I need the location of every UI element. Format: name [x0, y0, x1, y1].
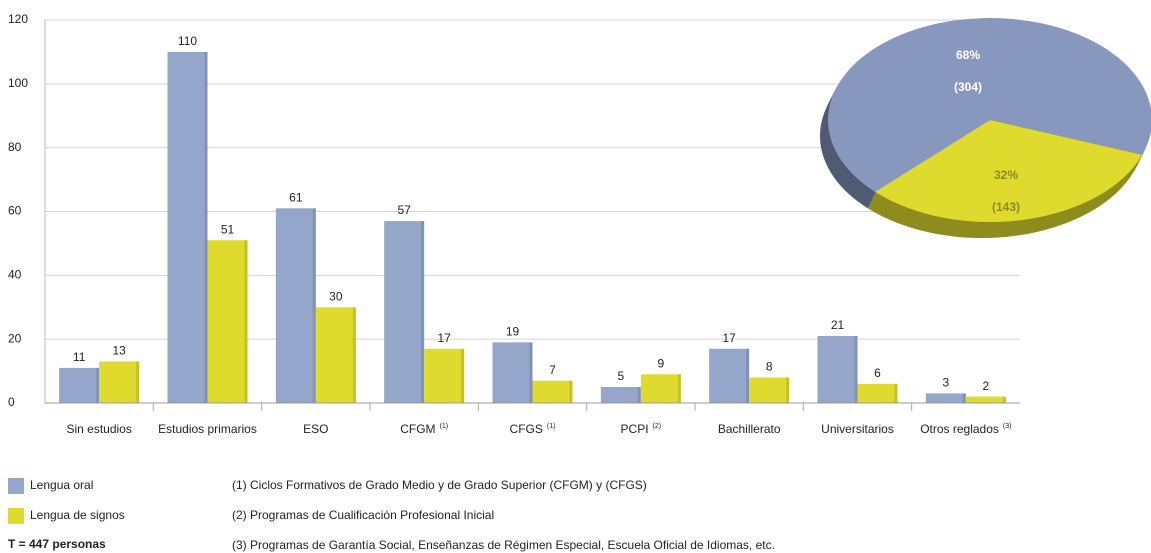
- value-label: 30: [329, 289, 343, 303]
- bar-shade: [204, 51, 208, 404]
- bar-shade: [962, 393, 966, 403]
- footnote: (1) Ciclos Formativos de Grado Medio y d…: [232, 478, 647, 492]
- bar-shade: [96, 367, 100, 403]
- bar-shade: [529, 342, 533, 403]
- x-tick-label: CFGM (1): [400, 422, 448, 436]
- bar-shade: [569, 380, 573, 403]
- bar-shade: [312, 208, 316, 403]
- legend-label: Lengua oral: [30, 478, 93, 492]
- pie-slice: [875, 120, 1143, 223]
- y-tick-label: 40: [8, 268, 22, 282]
- bar: [709, 348, 750, 403]
- value-label: 17: [437, 331, 451, 345]
- bar: [99, 361, 140, 403]
- value-label: 2: [982, 379, 989, 393]
- pie-percent-label: 68%: [956, 48, 980, 62]
- bar: [965, 396, 1006, 403]
- category-note: (1): [547, 423, 556, 430]
- category-name: Sin estudios: [66, 422, 131, 436]
- category-name: Estudios primarios: [158, 422, 257, 436]
- bar: [207, 240, 248, 403]
- bar: [749, 377, 790, 403]
- x-tick-label: PCPI (2): [621, 422, 662, 436]
- value-label: 3: [942, 376, 949, 390]
- bar: [384, 221, 425, 403]
- footnote: (2) Programas de Cualificación Profesion…: [232, 508, 494, 522]
- y-tick-label: 80: [8, 140, 22, 154]
- value-label: 5: [617, 369, 624, 383]
- bar-shade: [786, 377, 790, 403]
- category-name: Bachillerato: [718, 422, 781, 436]
- x-tick-label: Estudios primarios: [158, 422, 257, 436]
- bar-shade: [746, 348, 750, 403]
- bar-shade: [854, 335, 858, 403]
- value-label: 51: [221, 222, 235, 236]
- pie-slice: [828, 18, 1151, 192]
- y-tick-label: 0: [8, 395, 15, 409]
- legend-label: Lengua de signos: [30, 508, 125, 522]
- category-note: (1): [440, 423, 449, 430]
- bar-shade: [637, 387, 641, 403]
- value-label: 21: [831, 318, 845, 332]
- value-label: 57: [397, 203, 411, 217]
- bar: [59, 367, 100, 403]
- bar-shade: [461, 348, 465, 403]
- footnote: (3) Programas de Garantía Social, Enseña…: [232, 538, 775, 552]
- bar-shade: [244, 240, 248, 403]
- bar: [640, 374, 681, 403]
- category-name: Universitarios: [821, 422, 894, 436]
- y-tick-label: 60: [8, 204, 22, 218]
- category-name: PCPI: [621, 422, 649, 436]
- pie-count-label: (304): [954, 80, 982, 94]
- bar: [424, 348, 465, 403]
- category-name: CFGS: [510, 422, 543, 436]
- bar: [275, 208, 316, 403]
- x-tick-label: CFGS (1): [510, 422, 556, 436]
- pie-percent-label: 32%: [994, 168, 1018, 182]
- bar: [817, 335, 858, 403]
- bar: [167, 51, 208, 404]
- bar-shade: [421, 221, 425, 403]
- value-label: 19: [506, 325, 520, 339]
- bar-shade: [136, 361, 140, 403]
- category-name: Otros reglados: [920, 422, 999, 436]
- y-tick-label: 120: [8, 12, 28, 26]
- y-tick-label: 20: [8, 331, 22, 345]
- bar-shade: [352, 307, 356, 403]
- x-tick-label: Universitarios: [821, 422, 894, 436]
- legend-swatch: [8, 508, 24, 524]
- bar: [600, 387, 641, 403]
- value-label: 6: [874, 366, 881, 380]
- category-name: ESO: [303, 422, 328, 436]
- category-note: (2): [653, 423, 662, 430]
- value-label: 11: [73, 350, 86, 364]
- bar-shade: [677, 374, 681, 403]
- value-label: 8: [766, 360, 773, 374]
- y-tick-label: 100: [8, 76, 28, 90]
- value-label: 13: [112, 344, 126, 358]
- bar: [492, 342, 533, 403]
- value-label: 9: [657, 356, 664, 370]
- x-tick-label: Sin estudios: [66, 422, 131, 436]
- category-name: CFGM: [400, 422, 435, 436]
- bar: [315, 307, 356, 403]
- category-note: (3): [1003, 423, 1012, 430]
- x-tick-label: ESO: [303, 422, 328, 436]
- value-label: 110: [178, 34, 197, 48]
- x-tick-label: Otros reglados (3): [920, 422, 1011, 436]
- value-label: 7: [549, 363, 556, 377]
- pie-count-label: (143): [992, 200, 1020, 214]
- bar: [857, 383, 898, 403]
- bar: [925, 393, 966, 403]
- bar-shade: [894, 383, 898, 403]
- total-label: T = 447 personas: [8, 537, 106, 551]
- bar: [532, 380, 573, 403]
- bar-shade: [1002, 396, 1006, 403]
- x-tick-label: Bachillerato: [718, 422, 781, 436]
- value-label: 17: [722, 331, 736, 345]
- value-label: 61: [289, 190, 303, 204]
- legend-swatch: [8, 478, 24, 494]
